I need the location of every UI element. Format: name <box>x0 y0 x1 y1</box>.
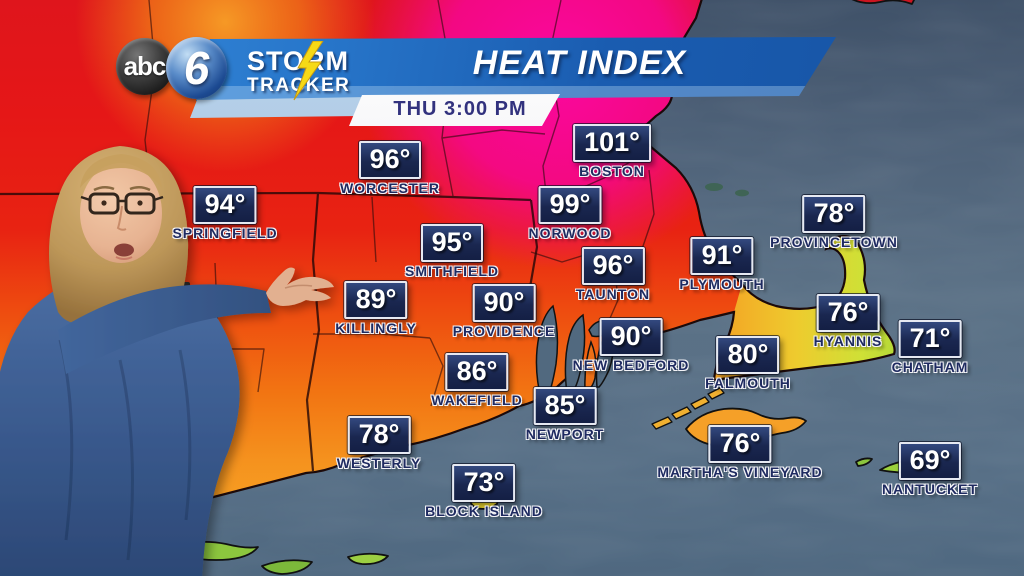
station-martha-s-vineyard: 76° MARTHA'S VINEYARD <box>657 425 822 480</box>
city-label: BOSTON <box>579 162 645 179</box>
city-label: WORCESTER <box>340 179 440 196</box>
city-label: TAUNTON <box>575 285 651 302</box>
mouth <box>114 243 134 257</box>
temperature-value: 95° <box>420 224 484 262</box>
station-taunton: 96° TAUNTON <box>576 247 650 302</box>
station-wakefield: 86° WAKEFIELD <box>431 353 522 408</box>
station-springfield: 94° SPRINGFIELD <box>172 186 277 241</box>
temperature-value: 78° <box>802 195 866 233</box>
elizabeth-island <box>690 396 710 410</box>
station-block-island: 73° BLOCK ISLAND <box>425 464 543 519</box>
station-new-bedford: 90° NEW BEDFORD <box>573 318 690 373</box>
presenter-arm <box>58 284 271 374</box>
station-nantucket: 69° NANTUCKET <box>882 442 978 497</box>
station-provincetown: 78° PROVINCETOWN <box>770 195 898 250</box>
station-smithfield: 95° SMITHFIELD <box>405 224 499 279</box>
city-label: SPRINGFIELD <box>172 224 278 241</box>
elizabeth-island <box>707 387 725 400</box>
narragansett-bay <box>535 304 615 400</box>
temperature-value: 99° <box>538 186 602 224</box>
hair-fringe <box>80 154 162 188</box>
temperature-value: 96° <box>358 141 422 179</box>
temperature-value: 90° <box>599 318 663 356</box>
station-chatham: 71° CHATHAM <box>892 320 969 375</box>
weather-presenter <box>0 146 334 576</box>
station-worcester: 96° WORCESTER <box>340 141 440 196</box>
temperature-value: 91° <box>690 237 754 275</box>
temperature-value: 73° <box>452 464 516 502</box>
temperature-value: 90° <box>472 284 536 322</box>
temperature-value: 101° <box>573 124 651 162</box>
temperature-value: 76° <box>816 294 880 332</box>
station-boston: 101° BOSTON <box>573 124 651 179</box>
eyebrows <box>93 186 151 192</box>
city-label: PLYMOUTH <box>679 275 765 292</box>
state-borders <box>0 191 539 472</box>
tuckernuck-island <box>855 457 873 467</box>
presenter-hand <box>266 267 334 306</box>
city-label: WESTERLY <box>336 454 422 471</box>
city-label: MARTHA'S VINEYARD <box>657 463 823 480</box>
city-label: NEWPORT <box>525 425 605 442</box>
temperature-value: 86° <box>445 353 509 391</box>
station-falmouth: 80° FALMOUTH <box>705 336 791 391</box>
temperature-value: 85° <box>533 387 597 425</box>
city-label: FALMOUTH <box>705 374 791 391</box>
city-label: WAKEFIELD <box>431 391 523 408</box>
gardiners-island <box>261 559 313 575</box>
harbor-marsh <box>735 189 749 197</box>
city-label: KILLINGLY <box>335 319 417 336</box>
temperature-value: 94° <box>193 186 257 224</box>
temperature-value: 71° <box>898 320 962 358</box>
station-providence: 90° PROVIDENCE <box>453 284 556 339</box>
lower-lip <box>115 256 133 260</box>
station-norwood: 99° NORWOOD <box>529 186 612 241</box>
nose <box>116 205 127 231</box>
city-label: HYANNIS <box>813 332 883 349</box>
city-label: NANTUCKET <box>881 480 979 497</box>
temperature-value: 78° <box>347 416 411 454</box>
station-westerly: 78° WESTERLY <box>337 416 422 471</box>
city-label: PROVIDENCE <box>452 322 556 339</box>
temperature-value: 76° <box>708 425 772 463</box>
montauk-tip <box>347 552 389 565</box>
temperature-value: 80° <box>716 336 780 374</box>
station-newport: 85° NEWPORT <box>526 387 605 442</box>
cape-ann <box>851 0 916 5</box>
station-killingly: 89° KILLINGLY <box>335 281 417 336</box>
station-hyannis: 76° HYANNIS <box>814 294 883 349</box>
temperature-value: 96° <box>581 247 645 285</box>
city-label: BLOCK ISLAND <box>425 502 543 519</box>
city-label: CHATHAM <box>891 358 969 375</box>
elizabeth-island <box>651 416 673 430</box>
city-label: PROVINCETOWN <box>770 233 898 250</box>
city-label: NORWOOD <box>528 224 612 241</box>
harbor-marsh <box>705 183 723 191</box>
eye <box>137 200 143 206</box>
station-plymouth: 91° PLYMOUTH <box>679 237 764 292</box>
temperature-value: 69° <box>898 442 962 480</box>
city-label: SMITHFIELD <box>405 262 499 279</box>
eye <box>101 200 107 206</box>
elizabeth-island <box>671 406 692 420</box>
city-label: NEW BEDFORD <box>572 356 690 373</box>
hand-shading <box>284 284 313 289</box>
temperature-value: 89° <box>344 281 408 319</box>
